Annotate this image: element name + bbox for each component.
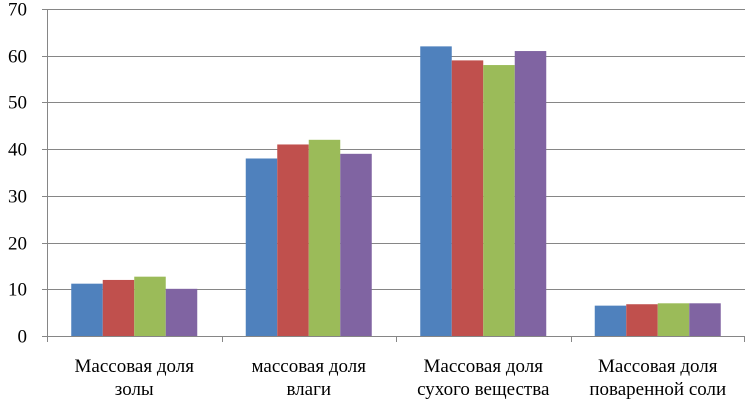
- bar: [134, 276, 166, 336]
- category-label: Массовая доля: [75, 356, 195, 377]
- bar: [308, 139, 341, 336]
- category-label: Массовая доля: [598, 356, 718, 377]
- y-tick-label: 20: [8, 234, 27, 255]
- bar: [689, 303, 721, 336]
- bar: [71, 283, 103, 336]
- category-label: влаги: [286, 379, 331, 400]
- y-tick-label: 60: [8, 47, 27, 68]
- y-tick-label: 30: [8, 187, 27, 208]
- gridlines: [47, 9, 745, 290]
- bar: [594, 305, 627, 336]
- bar: [451, 60, 484, 336]
- bar: [626, 304, 658, 336]
- y-tick-label: 40: [8, 140, 27, 161]
- axes: [42, 9, 745, 342]
- bar: [657, 303, 690, 336]
- category-label: Массовая доля: [424, 356, 544, 377]
- y-tick-label: 70: [8, 0, 27, 21]
- y-tick-label: 10: [8, 280, 27, 301]
- bar: [102, 279, 135, 336]
- bar: [420, 46, 452, 337]
- y-tick-label: 50: [8, 93, 27, 114]
- category-label: сухого вещества: [417, 379, 550, 400]
- bar: [483, 65, 515, 336]
- category-label: поваренной соли: [589, 379, 726, 400]
- bar: [340, 153, 372, 336]
- bar: [245, 158, 278, 336]
- bar: [514, 51, 547, 336]
- category-label: массовая доля: [252, 356, 367, 377]
- y-tick-labels: 0 10 20 30 40 50 60 70: [8, 0, 27, 348]
- category-label: золы: [115, 379, 154, 400]
- y-tick-label: 0: [18, 327, 28, 348]
- bars: [71, 46, 721, 337]
- bar: [277, 144, 309, 336]
- bar: [165, 288, 198, 336]
